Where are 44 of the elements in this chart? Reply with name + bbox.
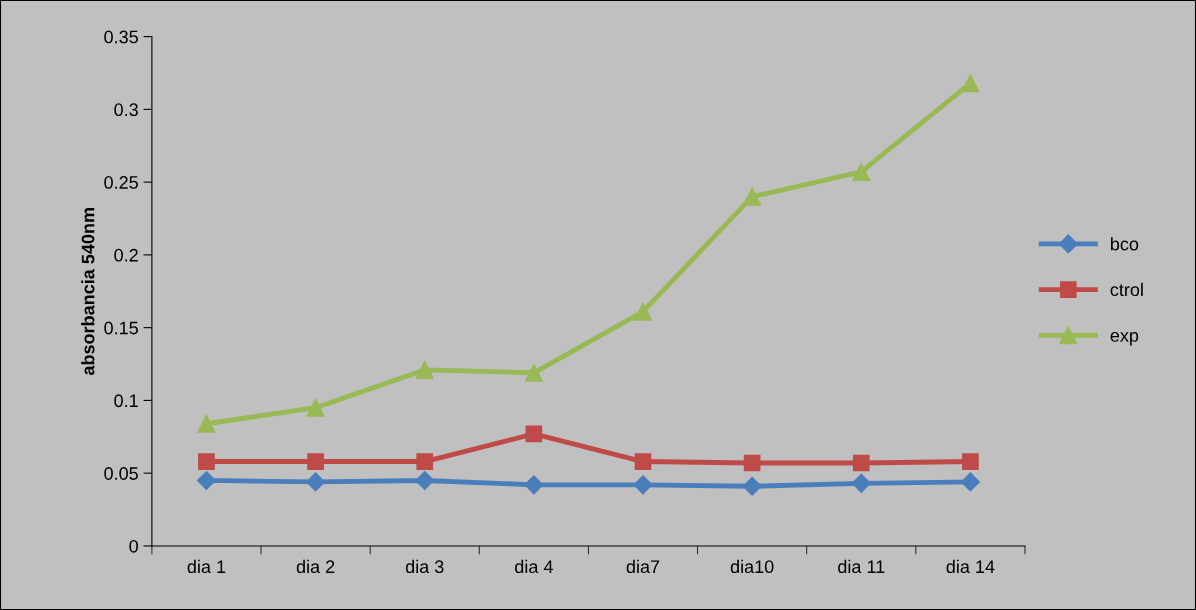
point: [633, 302, 653, 321]
point: [415, 470, 435, 490]
point: [851, 473, 871, 493]
point: [198, 453, 215, 470]
point: [197, 414, 216, 433]
point: [307, 453, 324, 470]
x-tick-label: dia7: [626, 559, 660, 574]
x-tick-label: dia10: [730, 559, 774, 574]
x-tick-label: dia 2: [296, 559, 335, 574]
y-tick-label: 0.1: [114, 394, 138, 408]
y-tick-label: 0.2: [114, 248, 138, 262]
point: [524, 363, 543, 382]
point: [524, 475, 544, 495]
y-tick-label: 0.15: [104, 321, 138, 335]
y-tick-label: 0: [129, 539, 138, 553]
point: [634, 453, 652, 470]
y-axis-title: absorbancia 540nm: [81, 208, 95, 376]
y-tick-label: 0.05: [104, 467, 138, 480]
y-tick-label: 0.3: [114, 103, 138, 117]
legend-label: bco: [1111, 237, 1139, 251]
point: [306, 398, 325, 417]
legend-label: ctrol: [1110, 282, 1143, 297]
point: [633, 475, 653, 495]
x-tick-label: dia 11: [838, 559, 885, 574]
point: [852, 162, 871, 181]
legend-label: exp: [1110, 331, 1139, 346]
x-tick-label: dia 1: [187, 559, 226, 574]
y-tick-label: 0.25: [104, 176, 138, 189]
point: [743, 454, 761, 472]
point: [415, 360, 434, 379]
x-tick-label: dia 3: [405, 559, 444, 574]
point: [196, 470, 216, 490]
x-tick-label: dia 14: [946, 559, 995, 574]
point: [742, 476, 762, 496]
y-tick-label: 0.35: [104, 30, 138, 44]
point: [306, 472, 326, 492]
point: [743, 187, 762, 206]
x-tick-label: dia 4: [515, 559, 553, 574]
point: [416, 453, 434, 470]
point: [961, 74, 980, 93]
point: [525, 425, 543, 443]
point: [962, 453, 979, 470]
point: [960, 472, 980, 492]
point: [852, 454, 870, 472]
